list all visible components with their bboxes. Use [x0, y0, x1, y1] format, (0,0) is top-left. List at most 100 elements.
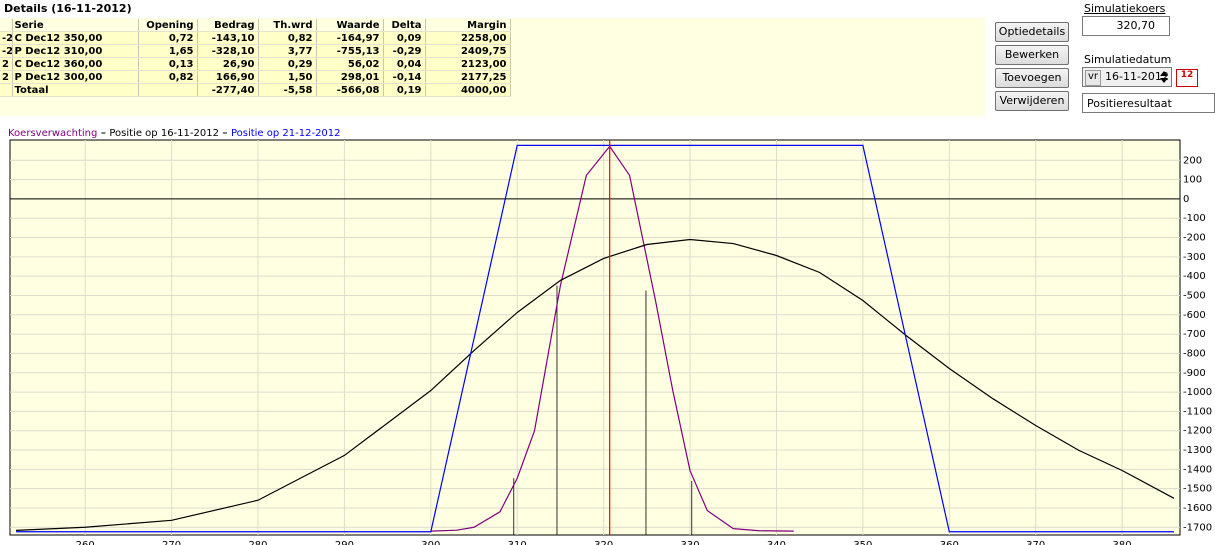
y-tick-label: -1500	[1183, 484, 1212, 495]
x-tick-label: 330	[681, 540, 700, 545]
y-tick-label: -100	[1183, 213, 1206, 224]
table-cell: 2	[0, 70, 13, 84]
table-cell: -2	[0, 31, 13, 45]
table-cell: -164,97	[316, 31, 384, 45]
x-tick-label: 370	[1026, 540, 1045, 545]
x-tick-label: 280	[248, 540, 267, 545]
button[interactable]: Optiedetails	[995, 22, 1069, 42]
date-picker[interactable]: vr 16-11-2012	[1082, 67, 1172, 87]
x-tick-label: 290	[335, 540, 354, 545]
y-tick-label: -500	[1183, 290, 1206, 301]
y-tick-label: -900	[1183, 368, 1206, 379]
label: Simulatiedatum	[1084, 53, 1172, 66]
table-cell: 0,82	[138, 70, 198, 84]
table-row: Totaal -277,40 -5,58 -566,08 0,19 4000,00	[0, 83, 511, 97]
table-cell: 26,90	[197, 57, 259, 71]
details-table: Serie Opening Bedrag Th.wrd Waarde Delta Margi…	[0, 19, 511, 97]
series-line	[16, 238, 1175, 531]
table-cell: 1,65	[138, 44, 198, 58]
button[interactable]: Verwijderen	[995, 91, 1069, 111]
y-tick-label: -1300	[1183, 445, 1212, 456]
x-tick-label: 350	[853, 540, 872, 545]
table-cell	[0, 19, 13, 32]
y-tick-label: 0	[1183, 194, 1189, 205]
view-dropdown[interactable]: Positieresultaat	[1082, 93, 1215, 113]
x-tick-label: 310	[508, 540, 527, 545]
table-cell: Bedrag	[197, 19, 259, 32]
day: vr	[1085, 70, 1101, 86]
x-tick-label: 260	[76, 540, 95, 545]
table-cell: 166,90	[197, 70, 259, 84]
table-cell: 298,01	[316, 70, 384, 84]
table-cell: -0,14	[383, 70, 426, 84]
button[interactable]: Bewerken	[995, 45, 1069, 65]
legend-entry: Positie op 21-12-2012	[231, 128, 341, 139]
y-tick-label: -1400	[1183, 464, 1212, 475]
table-cell: -143,10	[197, 31, 259, 45]
table-cell: P Dec12 300,00	[12, 70, 139, 84]
x-tick-label: 360	[940, 540, 959, 545]
table-cell: 0,04	[383, 57, 426, 71]
table-cell	[0, 83, 13, 97]
y-tick-label: -800	[1183, 348, 1206, 359]
price-input[interactable]: 320,70	[1082, 16, 1170, 36]
legend-entry: Positie op 16-11-2012	[109, 128, 219, 139]
table-cell: Delta	[383, 19, 426, 32]
y-tick-label: -700	[1183, 329, 1206, 340]
y-tick-label: -1100	[1183, 406, 1212, 417]
table-cell: Serie	[12, 19, 139, 32]
table-cell: -5,58	[258, 83, 317, 97]
y-tick-label: -1000	[1183, 387, 1212, 398]
table-row: -2 P Dec12 310,00 1,65 -328,10 3,77 -755,13 -0…	[0, 44, 511, 58]
x-tick-label: 320	[594, 540, 613, 545]
table-cell: 4000,00	[425, 83, 511, 97]
details-title: Details (16-11-2012)	[4, 2, 132, 15]
table-cell: 0,82	[258, 31, 317, 45]
table-cell: Th.wrd	[258, 19, 317, 32]
calendar-icon[interactable]: 12	[1176, 69, 1198, 87]
x-tick-label: 300	[421, 540, 440, 545]
table-cell: Waarde	[316, 19, 384, 32]
table-row: -2 C Dec12 350,00 0,72 -143,10 0,82 -164,97 0,…	[0, 31, 511, 45]
date: 16-11-2012	[1105, 70, 1169, 83]
table-cell: 1,50	[258, 70, 317, 84]
button[interactable]: Toevoegen	[995, 68, 1069, 88]
legend-entry: Koersverwachting	[8, 128, 97, 139]
x-tick-label: 340	[767, 540, 786, 545]
table-cell: -755,13	[316, 44, 384, 58]
table-cell: 3,77	[258, 44, 317, 58]
table-cell: 0,09	[383, 31, 426, 45]
table-cell: 56,02	[316, 57, 384, 71]
table-cell: 2	[0, 57, 13, 71]
table-cell: C Dec12 350,00	[12, 31, 139, 45]
y-tick-label: 200	[1183, 155, 1202, 166]
table-row: Serie Opening Bedrag Th.wrd Waarde Delta Margi…	[0, 19, 511, 32]
table-cell: 0,29	[258, 57, 317, 71]
y-tick-label: -200	[1183, 233, 1206, 244]
spinner[interactable]	[1159, 70, 1169, 84]
table-cell: 0,72	[138, 31, 198, 45]
table-cell: C Dec12 360,00	[12, 57, 139, 71]
y-tick-label: 100	[1183, 175, 1202, 186]
table-cell: Margin	[425, 19, 511, 32]
table-cell: -566,08	[316, 83, 384, 97]
x-tick-label: 380	[1113, 540, 1132, 545]
table-cell: -2	[0, 44, 13, 58]
label: Simulatiekoers	[1084, 2, 1166, 15]
series-line	[16, 144, 1174, 533]
table-cell: 2258,00	[425, 31, 511, 45]
x-tick-label: 270	[162, 540, 181, 545]
table-cell: 2409,75	[425, 44, 511, 58]
table-cell: -328,10	[197, 44, 259, 58]
table-cell: 0,19	[383, 83, 426, 97]
table-cell	[138, 83, 198, 97]
y-tick-label: -300	[1183, 252, 1206, 263]
table-cell: -0,29	[383, 44, 426, 58]
table-cell: P Dec12 310,00	[12, 44, 139, 58]
table-cell: Totaal	[12, 83, 139, 97]
table-cell: 2177,25	[425, 70, 511, 84]
